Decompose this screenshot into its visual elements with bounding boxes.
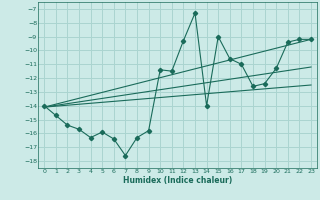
X-axis label: Humidex (Indice chaleur): Humidex (Indice chaleur) [123, 176, 232, 185]
